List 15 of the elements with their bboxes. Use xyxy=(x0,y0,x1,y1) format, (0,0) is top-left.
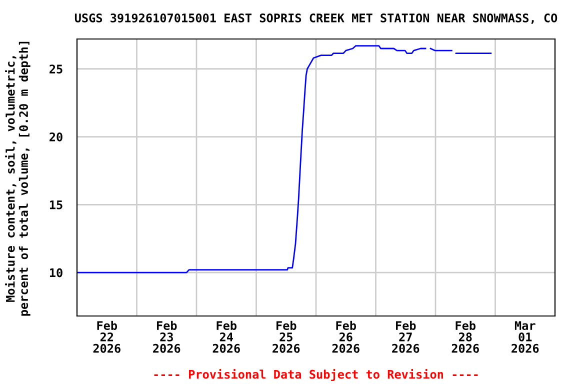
x-tick-label: Mar 01 2026 xyxy=(512,321,539,353)
x-tick-label: Feb 25 2026 xyxy=(272,320,300,353)
y-tick-label: 10 xyxy=(50,268,62,278)
x-tick-label: Feb 26 2026 xyxy=(332,320,360,353)
y-tick-label: 15 xyxy=(50,200,62,210)
y-tick-label: 20 xyxy=(50,132,62,142)
chart-title: USGS 391926107015001 EAST SOPRIS CREEK MET STATION NEAR SNOWMASS, CO xyxy=(74,13,558,24)
y-tick-label: 25 xyxy=(50,64,62,74)
x-tick-label: Feb 23 2026 xyxy=(153,320,180,353)
x-tick-label: Feb 28 2026 xyxy=(452,320,479,353)
y-axis-title: Moisture content, soil, volumetric, percent of total volume, [0.20 m depth] xyxy=(5,42,30,316)
x-tick-label: Feb 27 2026 xyxy=(392,320,420,353)
x-tick-label: Feb 24 2026 xyxy=(212,320,240,353)
text: ---- Provisional Data Subject to Revision ---- xyxy=(154,368,478,382)
x-tick-label: Feb 22 2026 xyxy=(93,320,120,353)
